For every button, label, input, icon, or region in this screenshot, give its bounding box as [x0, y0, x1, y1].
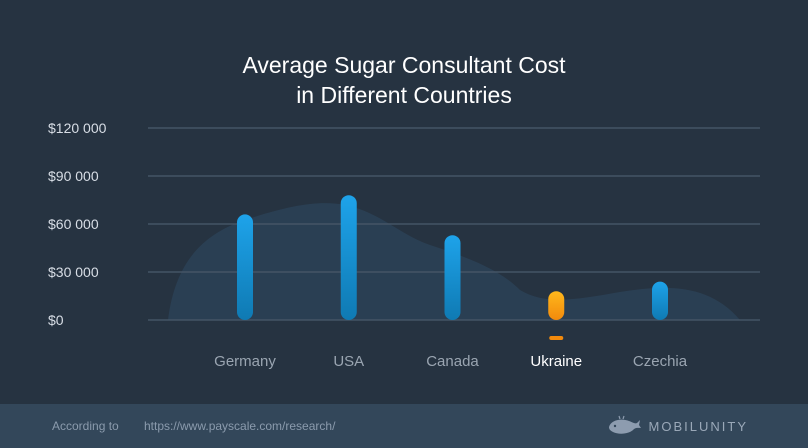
y-tick-label: $0 [48, 312, 64, 328]
x-axis-labels: Germany USA Canada Ukraine Czechia [214, 353, 688, 370]
y-tick-label: $120 000 [48, 120, 107, 136]
bars [237, 195, 668, 340]
x-tick-label-czechia: Czechia [633, 353, 688, 370]
bar-germany [237, 214, 253, 320]
highlight-marker [549, 336, 564, 340]
chart-title-line-1: Average Sugar Consultant Cost [242, 52, 566, 78]
brand-name: MOBILUNITY [648, 418, 748, 434]
footer-prefix: According to [52, 419, 119, 433]
x-tick-label-germany: Germany [214, 353, 276, 370]
source-link[interactable]: https://www.payscale.com/research/ [144, 419, 336, 433]
brand-logo: MOBILUNITY [607, 415, 748, 437]
y-tick-label: $90 000 [48, 168, 99, 184]
bar-canada [444, 235, 461, 320]
bar-ukraine [548, 291, 565, 320]
y-axis-labels: $0 $30 000 $60 000 $90 000 $120 000 [48, 120, 107, 328]
bar-czechia [652, 281, 668, 320]
footer: According to https://www.payscale.com/re… [0, 404, 808, 448]
y-tick-label: $60 000 [48, 216, 99, 232]
bar-usa [340, 195, 357, 320]
x-tick-label-ukraine: Ukraine [530, 353, 582, 370]
x-tick-label-canada: Canada [426, 353, 479, 370]
chart-title-line-2: in Different Countries [296, 82, 512, 108]
whale-icon [608, 415, 641, 434]
bar-chart: $0 $30 000 $60 000 $90 000 $120 000 Germany U… [48, 120, 760, 370]
y-tick-label: $30 000 [48, 264, 99, 280]
chart-title: Average Sugar Consultant Cost in Differe… [0, 50, 808, 110]
x-tick-label-usa: USA [333, 353, 364, 370]
